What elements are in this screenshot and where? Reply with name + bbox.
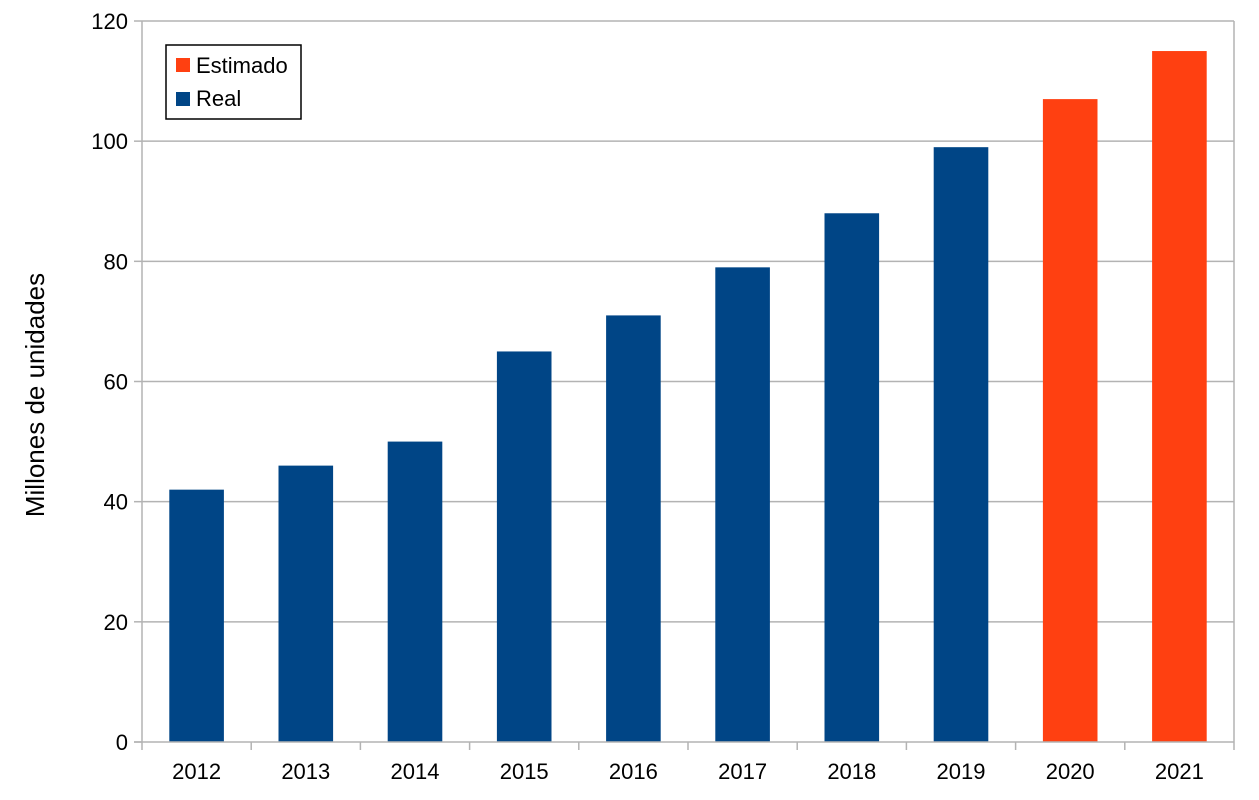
x-tick-label: 2018 — [827, 759, 876, 784]
bars — [169, 51, 1207, 743]
legend-label-estimado: Estimado — [196, 53, 288, 78]
y-tick-label: 40 — [104, 490, 128, 515]
y-tick-label: 0 — [116, 730, 128, 755]
x-tick-label: 2015 — [500, 759, 549, 784]
x-tick-label: 2016 — [609, 759, 658, 784]
x-tick-labels: 2012 2013 2014 2015 2016 2017 2018 2019 2020 2021 — [172, 759, 1204, 784]
y-tick-label: 120 — [91, 9, 128, 34]
bar-real-2019 — [933, 147, 989, 743]
legend: Estimado Real — [165, 44, 302, 120]
bar-real-2015 — [496, 351, 552, 742]
x-tick-label: 2017 — [718, 759, 767, 784]
y-tick-label: 100 — [91, 129, 128, 154]
x-tick-label: 2013 — [281, 759, 330, 784]
x-tick-label: 2019 — [937, 759, 986, 784]
legend-swatch-real — [176, 92, 190, 106]
x-tick-label: 2021 — [1155, 759, 1204, 784]
bar-real-2016 — [606, 315, 661, 742]
y-tick-labels: 0 20 40 60 80 100 120 — [91, 9, 128, 755]
bar-real-2017 — [715, 267, 770, 742]
y-axis-title: Millones de unidades — [20, 273, 50, 517]
y-tick-label: 80 — [104, 249, 128, 274]
bar-real-2018 — [824, 213, 880, 742]
bar-real-2014 — [387, 441, 443, 742]
axes — [134, 20, 1235, 750]
bar-real-2012 — [169, 489, 224, 742]
x-tick-label: 2012 — [172, 759, 221, 784]
legend-swatch-estimado — [176, 58, 190, 72]
legend-box — [165, 44, 302, 120]
x-tick-label: 2020 — [1046, 759, 1095, 784]
y-tick-label: 60 — [104, 370, 128, 395]
bar-estimado-2021 — [1152, 51, 1207, 742]
legend-label-real: Real — [196, 86, 241, 111]
bar-real-2013 — [278, 465, 334, 742]
y-tick-label: 20 — [104, 610, 128, 635]
bar-estimado-2020 — [1042, 99, 1098, 742]
x-tick-label: 2014 — [391, 759, 440, 784]
